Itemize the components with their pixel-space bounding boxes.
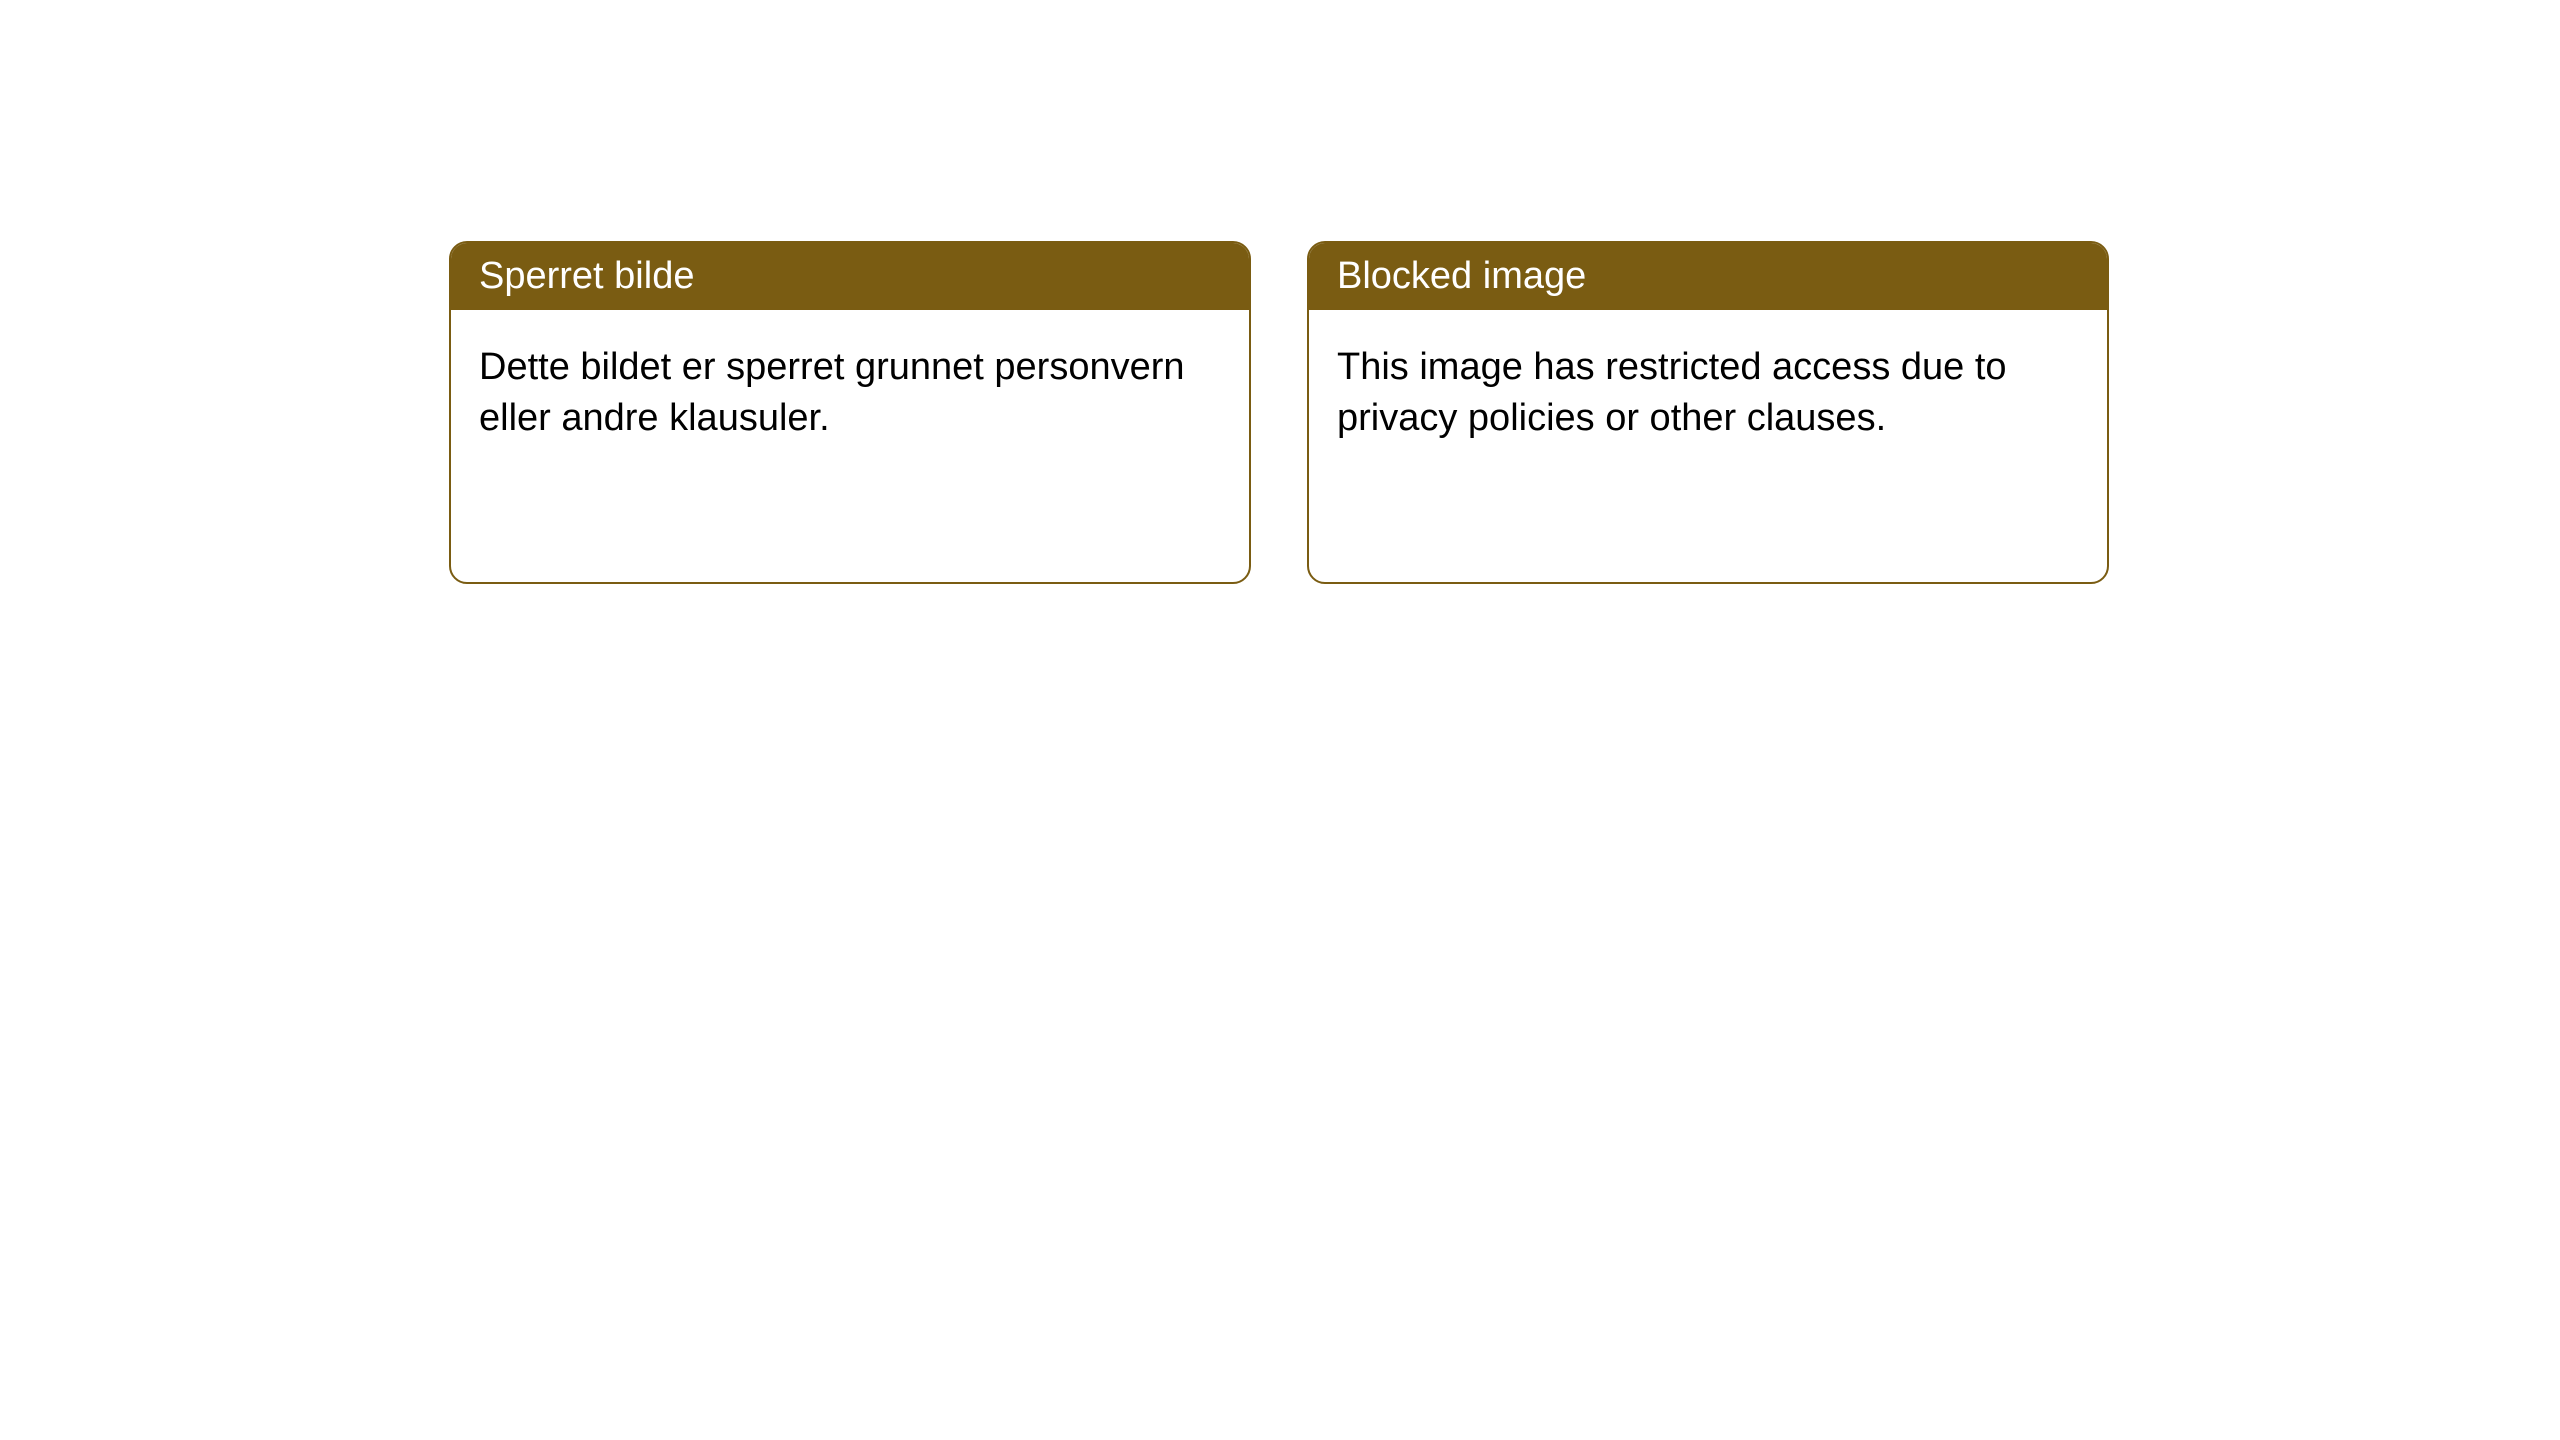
notice-body-en: This image has restricted access due to … [1309,310,2107,582]
notice-title-en: Blocked image [1309,243,2107,310]
notice-body-no: Dette bildet er sperret grunnet personve… [451,310,1249,582]
notice-card-no: Sperret bilde Dette bildet er sperret gr… [449,241,1251,584]
notice-card-en: Blocked image This image has restricted … [1307,241,2109,584]
notice-title-no: Sperret bilde [451,243,1249,310]
notice-container: Sperret bilde Dette bildet er sperret gr… [449,241,2109,584]
